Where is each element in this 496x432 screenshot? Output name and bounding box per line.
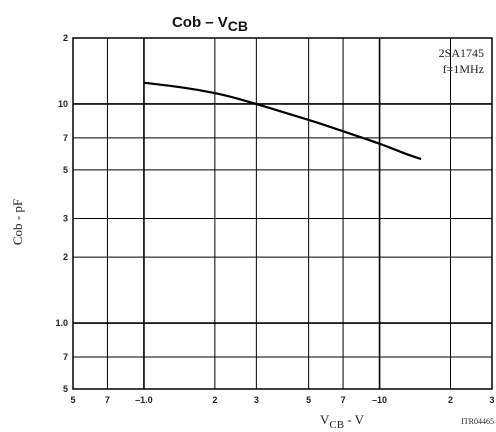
chart-title: Cob – VCB bbox=[172, 14, 248, 34]
x-tick-label: 7 bbox=[105, 395, 110, 405]
x-tick-label: 3 bbox=[254, 395, 259, 405]
x-tick-label: 7 bbox=[341, 395, 346, 405]
x-tick-labels: 5 7 –1.0 2 3 5 7 –10 2 3 bbox=[70, 395, 494, 405]
y-tick-label: 3 bbox=[63, 214, 68, 224]
y-tick-label: 2 bbox=[63, 252, 68, 262]
y-tick-label: 7 bbox=[63, 133, 68, 143]
x-tick-label: –10 bbox=[372, 395, 387, 405]
frequency-annotation: f=1MHz bbox=[443, 62, 484, 76]
figure-code: ITR04465 bbox=[461, 417, 494, 426]
x-tick-label: 5 bbox=[306, 395, 311, 405]
y-tick-label: 1.0 bbox=[55, 318, 68, 328]
x-tick-label: 2 bbox=[448, 395, 453, 405]
x-tick-label: –1.0 bbox=[135, 395, 153, 405]
y-axis-label: Cob - pF bbox=[10, 199, 25, 245]
plot-frame bbox=[72, 37, 493, 390]
x-tick-label: 5 bbox=[70, 395, 75, 405]
cob-curve bbox=[143, 81, 422, 161]
x-tick-label: 2 bbox=[212, 395, 217, 405]
x-axis-label: VCB - V bbox=[320, 412, 365, 431]
part-number-annotation: 2SA1745 bbox=[439, 46, 484, 60]
y-tick-label: 7 bbox=[63, 352, 68, 362]
y-tick-label: 2 bbox=[63, 33, 68, 43]
y-tick-label: 10 bbox=[58, 99, 68, 109]
y-tick-label: 5 bbox=[63, 384, 68, 394]
y-tick-labels: 5 7 1.0 2 3 5 7 10 2 bbox=[55, 33, 68, 394]
grid-layer bbox=[73, 38, 492, 389]
x-tick-label: 3 bbox=[489, 395, 494, 405]
y-tick-label: 5 bbox=[63, 165, 68, 175]
